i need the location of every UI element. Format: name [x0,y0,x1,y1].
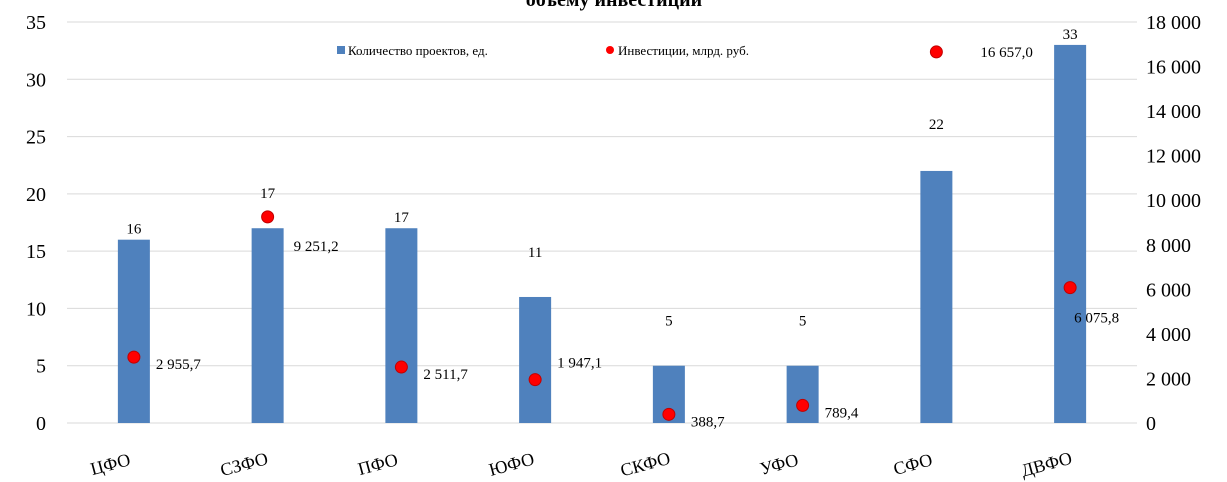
category-label: СЗФО [218,448,270,480]
investment-point [528,373,542,387]
y-right-tick-label: 8 000 [1146,235,1191,257]
bar-value-label: 17 [260,186,276,202]
bar-value-label: 22 [929,117,944,133]
points [127,45,1077,421]
legend-swatch-projects [337,46,345,54]
point-value-label: 388,7 [691,414,725,430]
bar [385,228,418,423]
investment-point [394,360,408,374]
point-value-label: 2 955,7 [156,357,202,373]
category-label: ДВФО [1019,448,1074,481]
y-left-tick-label: 25 [26,127,46,149]
gridlines [67,21,1137,424]
y-left-tick-label: 0 [36,413,46,435]
category-label: ЮФО [487,449,537,480]
legend-swatch-investments [606,46,614,54]
category-label: ПФО [356,449,400,479]
y-right-tick-label: 4 000 [1146,324,1191,346]
y-axis-right: 0 2 000 4 000 6 000 8 000 10 000 12 000 14 000 1… [1146,12,1201,435]
investment-point [261,210,275,224]
investment-point [796,398,810,412]
legend-label-investments: Инвестиции, млрд. руб. [618,43,749,58]
y-left-tick-label: 20 [26,184,46,206]
bar-value-label: 17 [394,210,410,226]
legend-label-projects: Количество проектов, ед. [348,43,488,58]
bar-value-label: 16 [126,222,142,238]
point-value-label: 6 075,8 [1074,311,1119,327]
point-value-label: 2 511,7 [423,367,468,383]
bar [251,228,284,423]
investment-point [127,350,141,364]
bars [117,44,1087,424]
legend: Количество проектов, ед. Инвестиции, млр… [337,43,749,58]
category-label: УФО [758,450,801,479]
bar [1054,44,1087,424]
y-left-tick-label: 5 [36,356,46,378]
category-label: СФО [891,449,934,479]
y-right-tick-label: 2 000 [1146,368,1191,390]
point-value-label: 1 947,1 [557,356,602,372]
y-right-tick-label: 10 000 [1146,190,1201,212]
y-left-tick-label: 35 [26,12,46,34]
y-left-tick-label: 10 [26,298,46,320]
bar-value-label: 5 [799,314,807,330]
data-labels: 16 2 955,7 17 9 251,2 17 2 511,7 11 1 947,1 5 388… [126,27,1119,430]
point-value-label: 16 657,0 [980,45,1033,61]
y-left-tick-label: 15 [26,241,46,263]
y-right-tick-label: 14 000 [1146,101,1201,123]
y-axis-left: 0 5 10 15 20 25 30 35 [26,12,46,435]
y-right-tick-label: 0 [1146,413,1156,435]
bar [117,239,150,423]
y-right-tick-label: 6 000 [1146,279,1191,301]
bar [786,365,819,423]
x-axis: ЦФО СЗФО ПФО ЮФО СКФО УФО СФО ДВФО [88,448,1074,481]
point-value-label: 9 251,2 [294,239,339,255]
investment-point [662,407,676,421]
bar-value-label: 11 [528,245,542,261]
y-right-tick-label: 18 000 [1146,12,1201,34]
bar-value-label: 33 [1063,27,1078,43]
y-right-tick-label: 12 000 [1146,146,1201,168]
y-right-tick-label: 16 000 [1146,57,1201,79]
bar [519,296,552,423]
y-left-tick-label: 30 [26,69,46,91]
investment-point [1063,281,1077,295]
chart-title: объему инвестиций [526,0,702,11]
category-label: ЦФО [88,449,132,479]
bar [920,170,953,423]
bar-value-label: 5 [665,314,673,330]
point-value-label: 789,4 [825,405,859,421]
investment-point [929,45,943,59]
category-label: СКФО [618,448,672,480]
